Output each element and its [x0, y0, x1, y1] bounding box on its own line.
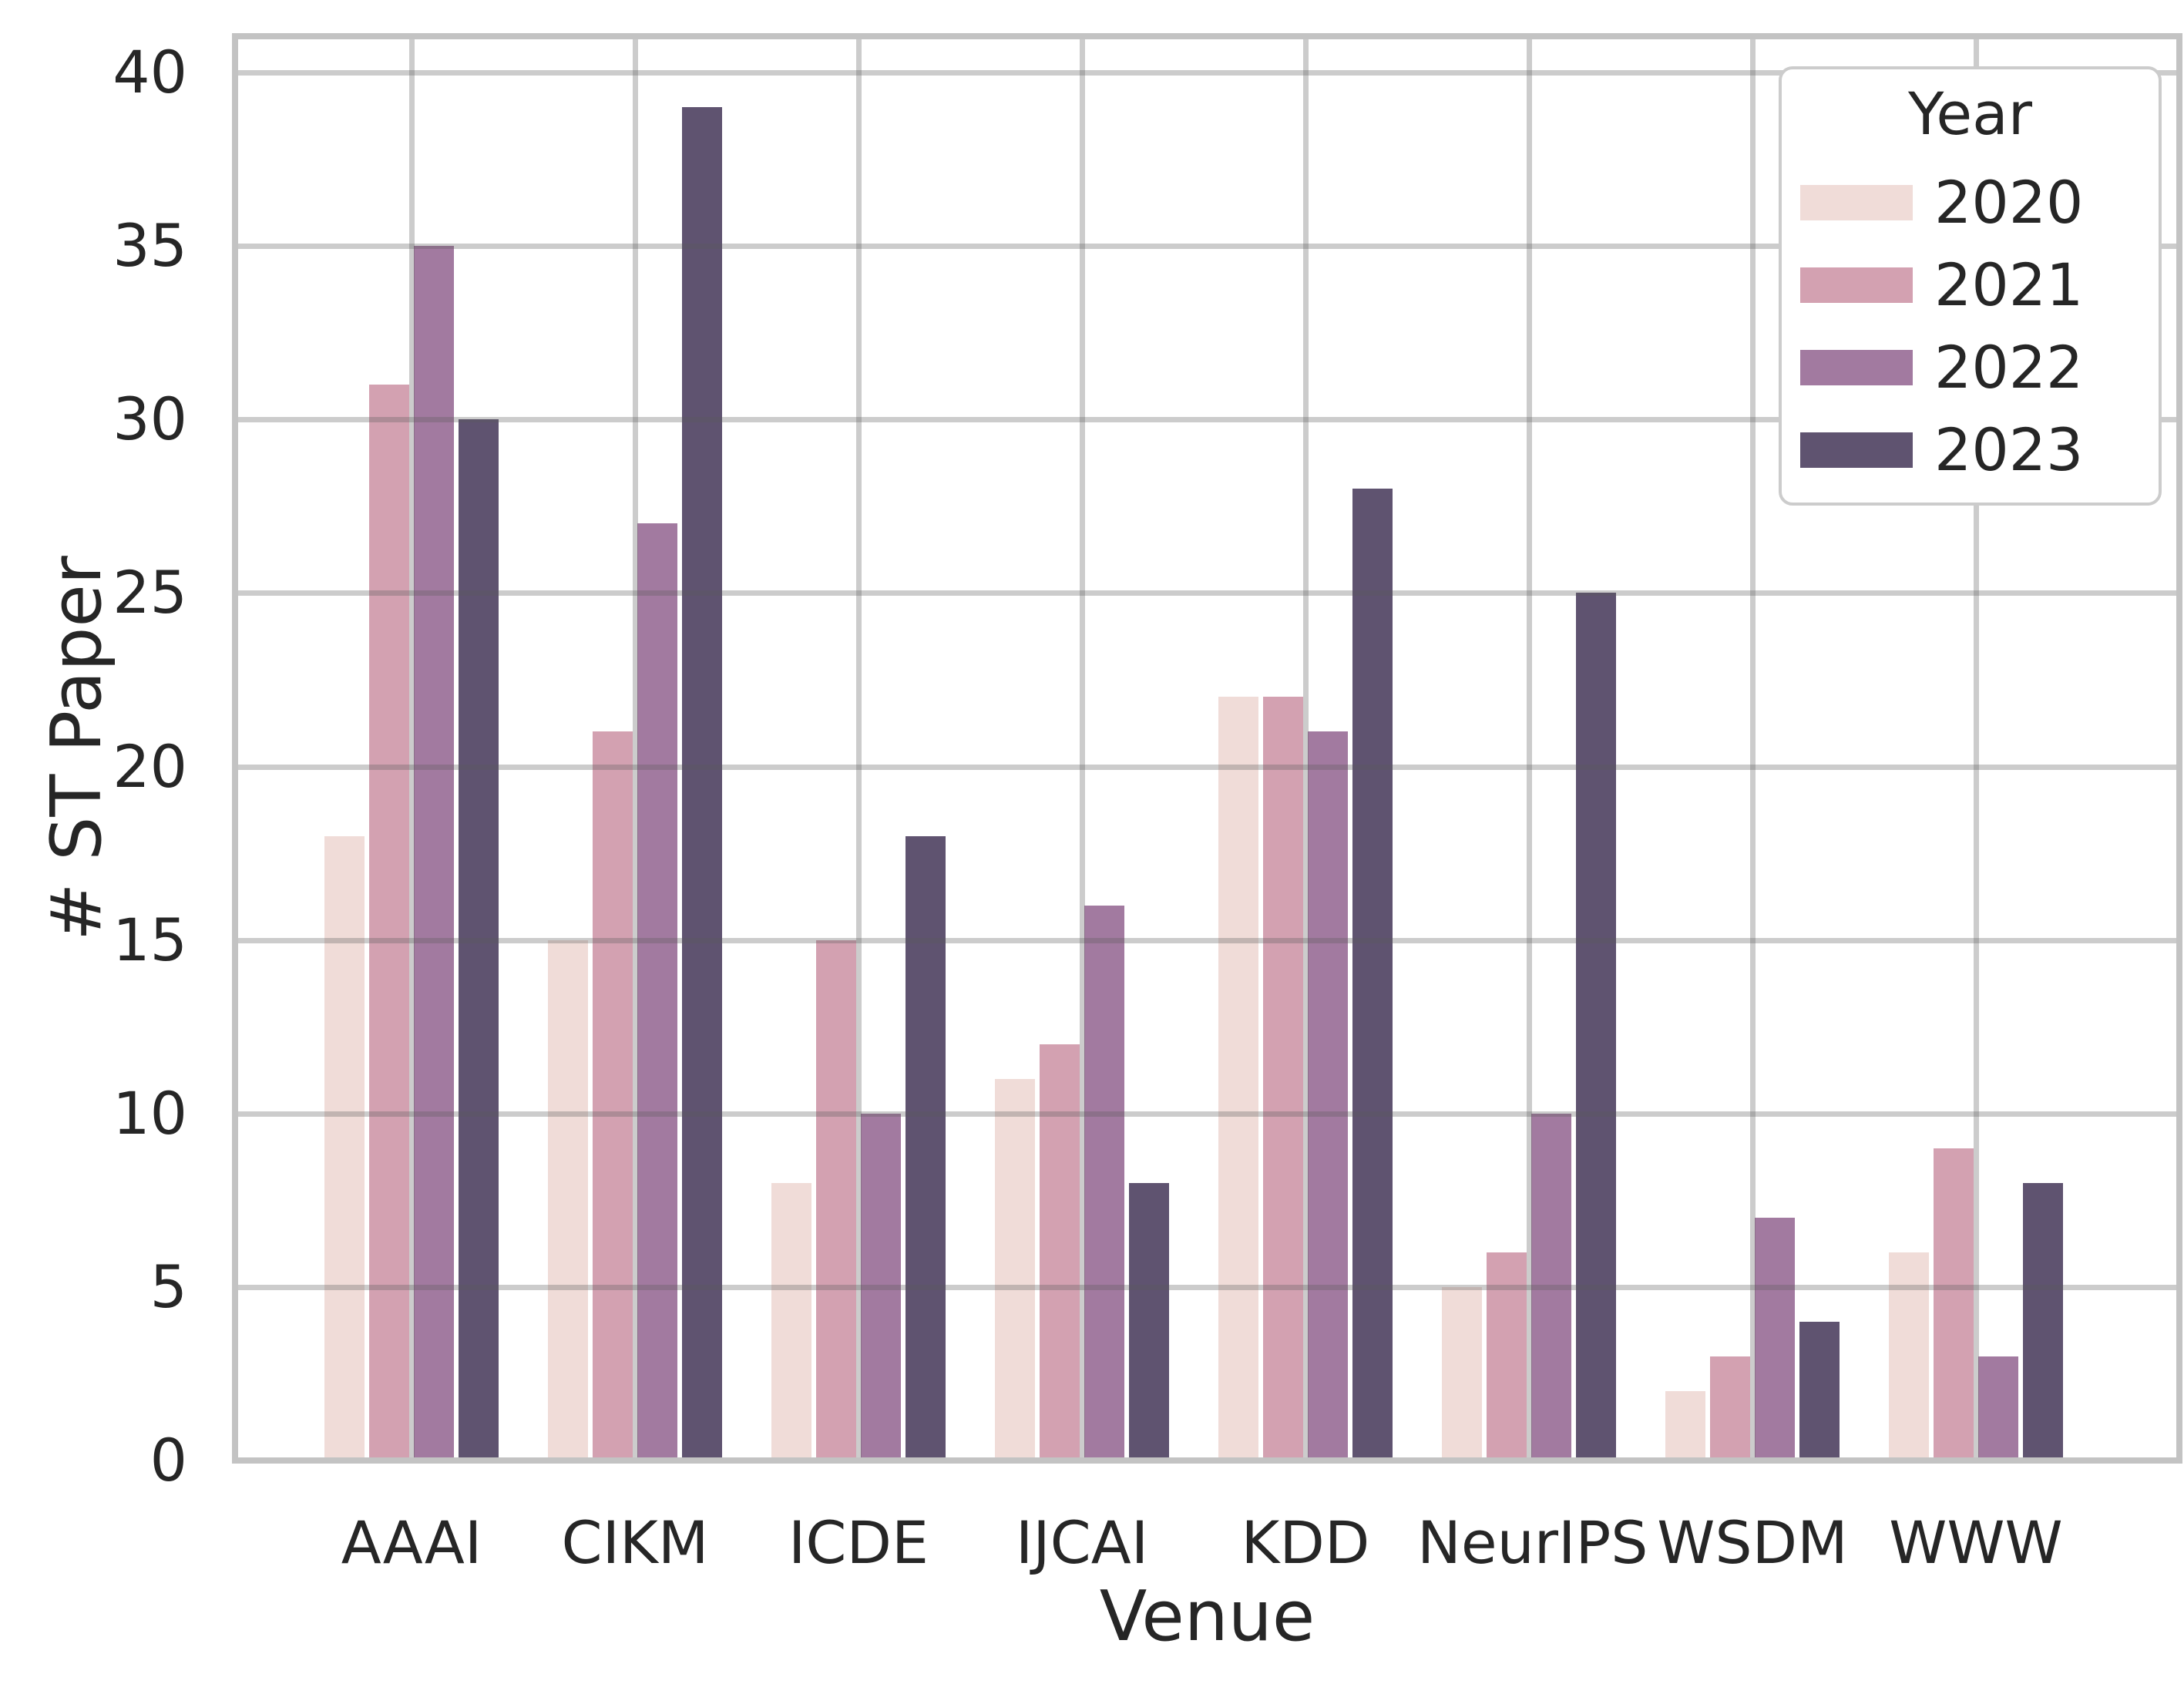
h-gridline-20 — [235, 764, 2179, 770]
y-tick-label-10: 10 — [113, 1078, 187, 1148]
y-tick-label-35: 35 — [113, 211, 187, 281]
bar-IJCAI-2023 — [1129, 1182, 1169, 1460]
bar-NeurIPS-2021 — [1487, 1252, 1527, 1460]
bar-IJCAI-2022 — [1084, 905, 1124, 1460]
legend-label-2023: 2023 — [1934, 415, 2084, 484]
legend-label-2020: 2020 — [1934, 168, 2084, 237]
bar-KDD-2020 — [1218, 697, 1258, 1460]
legend-label-2021: 2021 — [1934, 250, 2084, 319]
x-tick-label-NeurIPS: NeurIPS — [1417, 1508, 1648, 1577]
bar-KDD-2023 — [1352, 489, 1393, 1460]
bar-AAAI-2023 — [459, 419, 499, 1460]
bar-AAAI-2022 — [414, 246, 454, 1460]
y-tick-label-30: 30 — [113, 385, 187, 454]
spine-bottom — [232, 1457, 2182, 1464]
legend-swatch-2022 — [1800, 350, 1913, 385]
bar-CIKM-2022 — [637, 523, 677, 1460]
bar-AAAI-2021 — [369, 385, 409, 1460]
h-gridline-25 — [235, 590, 2179, 597]
v-gridline-WWW — [1974, 36, 1979, 1460]
bar-WSDM-2021 — [1710, 1356, 1750, 1460]
legend-swatch-2021 — [1800, 267, 1913, 303]
v-gridline-IJCAI — [1080, 36, 1085, 1460]
spine-top — [232, 33, 2182, 39]
bar-CIKM-2023 — [682, 107, 722, 1460]
spine-left — [232, 33, 238, 1464]
bar-KDD-2022 — [1308, 731, 1348, 1460]
plot-area — [232, 33, 2182, 1464]
bar-WSDM-2023 — [1799, 1321, 1840, 1460]
bar-KDD-2021 — [1263, 697, 1303, 1460]
y-tick-label-25: 25 — [113, 558, 187, 627]
v-gridline-ICDE — [856, 36, 862, 1460]
bar-WWW-2020 — [1889, 1252, 1929, 1460]
bar-WSDM-2020 — [1665, 1390, 1705, 1460]
x-tick-label-ICDE: ICDE — [788, 1508, 929, 1577]
v-gridline-WSDM — [1750, 36, 1756, 1460]
y-tick-label-15: 15 — [113, 905, 187, 974]
h-gridline-30 — [235, 417, 2179, 423]
x-axis-label: Venue — [1099, 1576, 1315, 1657]
h-gridline-15 — [235, 937, 2179, 943]
bar-AAAI-2020 — [324, 835, 365, 1460]
bar-CIKM-2020 — [548, 939, 588, 1460]
x-tick-label-IJCAI: IJCAI — [1015, 1508, 1149, 1577]
bar-WWW-2023 — [2023, 1182, 2063, 1460]
legend: Year 2020 2021 2022 2023 — [1779, 66, 2162, 506]
h-gridline-35 — [235, 244, 2179, 250]
bar-WWW-2021 — [1934, 1148, 1974, 1460]
legend-swatch-2023 — [1800, 432, 1913, 468]
bar-ICDE-2022 — [861, 1113, 901, 1460]
x-tick-label-KDD: KDD — [1241, 1508, 1370, 1577]
x-tick-label-WSDM: WSDM — [1657, 1508, 1848, 1577]
bar-CIKM-2021 — [593, 731, 633, 1460]
bar-ICDE-2021 — [816, 939, 856, 1460]
bar-WWW-2022 — [1978, 1356, 2018, 1460]
bar-NeurIPS-2023 — [1576, 593, 1616, 1460]
legend-swatch-2020 — [1800, 185, 1913, 220]
legend-label-2022: 2022 — [1934, 333, 2084, 402]
bar-ICDE-2020 — [771, 1182, 811, 1460]
y-tick-label-5: 5 — [150, 1252, 187, 1321]
x-tick-label-WWW: WWW — [1889, 1508, 2063, 1577]
h-gridline-10 — [235, 1111, 2179, 1117]
bar-NeurIPS-2020 — [1442, 1286, 1482, 1460]
v-gridline-NeurIPS — [1527, 36, 1532, 1460]
v-gridline-AAAI — [409, 36, 415, 1460]
bar-ICDE-2023 — [906, 835, 946, 1460]
y-tick-label-40: 40 — [113, 38, 187, 106]
y-tick-label-0: 0 — [150, 1426, 187, 1494]
h-gridline-5 — [235, 1284, 2179, 1290]
bar-NeurIPS-2022 — [1531, 1113, 1571, 1460]
bar-IJCAI-2021 — [1040, 1044, 1080, 1460]
v-gridline-CIKM — [633, 36, 638, 1460]
h-gridline-40 — [235, 70, 2179, 76]
v-gridline-KDD — [1303, 36, 1309, 1460]
spine-right — [2176, 33, 2182, 1464]
bar-IJCAI-2020 — [995, 1078, 1035, 1460]
bar-WSDM-2022 — [1755, 1217, 1795, 1460]
legend-title: Year — [1908, 79, 2032, 148]
x-tick-label-AAAI: AAAI — [341, 1508, 482, 1577]
x-tick-label-CIKM: CIKM — [561, 1508, 709, 1577]
y-tick-label-20: 20 — [113, 731, 187, 801]
